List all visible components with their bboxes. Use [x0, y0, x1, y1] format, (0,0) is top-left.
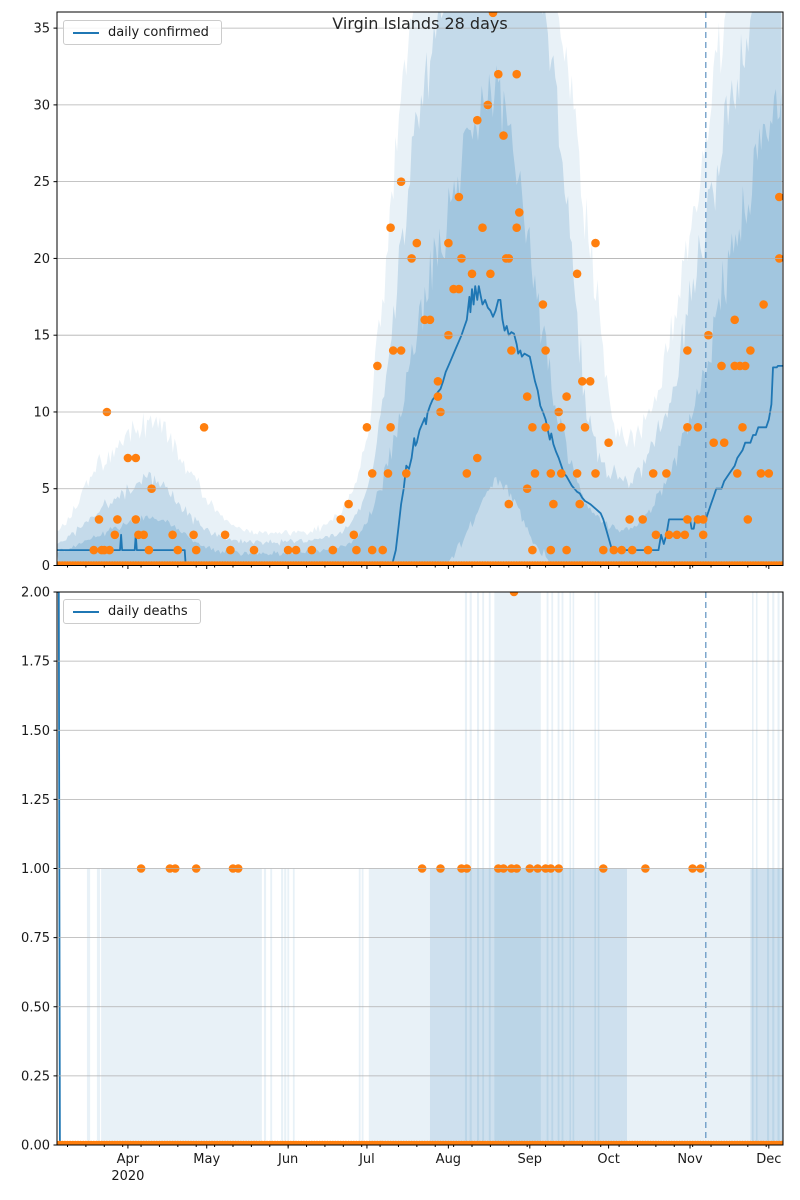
legend-label-deaths: daily deaths	[108, 604, 188, 619]
y-tick-labels: 0.00 0.25 0.50 0.75 1.00 1.25 1.50 1.75 2.00	[21, 586, 50, 1154]
svg-text:1.25: 1.25	[21, 793, 50, 808]
plot-daily-confirmed: 0 5 10 15 20 25 30 35	[33, 11, 784, 574]
svg-text:May: May	[193, 1152, 220, 1167]
legend-daily-deaths: daily deaths	[63, 599, 201, 624]
svg-text:35: 35	[33, 22, 50, 37]
svg-text:0.25: 0.25	[21, 1069, 50, 1084]
svg-text:0: 0	[42, 559, 50, 574]
axis-ticks	[53, 591, 770, 1149]
svg-text:Aug: Aug	[436, 1152, 461, 1167]
svg-text:Jul: Jul	[358, 1152, 375, 1167]
svg-text:15: 15	[33, 329, 50, 344]
plot-daily-deaths: 0.00 0.25 0.50 0.75 1.00 1.25 1.50 1.75 2.00	[21, 586, 784, 1154]
svg-text:Nov: Nov	[677, 1152, 703, 1167]
svg-text:Jun: Jun	[277, 1152, 298, 1167]
svg-text:Oct: Oct	[597, 1152, 619, 1167]
svg-text:25: 25	[33, 175, 50, 190]
svg-text:30: 30	[33, 98, 50, 113]
axis-ticks	[53, 27, 770, 569]
y-tick-labels: 0 5 10 15 20 25 30 35	[33, 22, 50, 574]
svg-text:0.00: 0.00	[21, 1139, 50, 1154]
svg-text:Apr: Apr	[117, 1152, 140, 1167]
axes-frame	[56, 11, 784, 566]
svg-text:20: 20	[33, 252, 50, 267]
svg-text:2020: 2020	[111, 1169, 144, 1184]
svg-text:0.50: 0.50	[21, 1000, 50, 1015]
line-swatch-icon	[73, 31, 99, 34]
svg-text:5: 5	[42, 482, 50, 497]
svg-text:Sep: Sep	[518, 1152, 543, 1167]
x-tick-labels: Apr 2020 May Jun Jul Aug Sep Oct Nov Dec	[111, 1152, 781, 1184]
line-swatch-icon	[73, 610, 99, 613]
svg-text:1.75: 1.75	[21, 655, 50, 670]
svg-text:1.00: 1.00	[21, 862, 50, 877]
svg-text:2.00: 2.00	[21, 586, 50, 601]
legend-label-confirmed: daily confirmed	[108, 25, 209, 40]
svg-text:Dec: Dec	[756, 1152, 781, 1167]
svg-text:10: 10	[33, 405, 50, 420]
svg-text:0.75: 0.75	[21, 931, 50, 946]
confidence-bands	[57, 12, 783, 566]
svg-text:1.50: 1.50	[21, 724, 50, 739]
daily-confirmed-scatter-points	[57, 12, 783, 566]
legend-daily-confirmed: daily confirmed	[63, 20, 222, 45]
